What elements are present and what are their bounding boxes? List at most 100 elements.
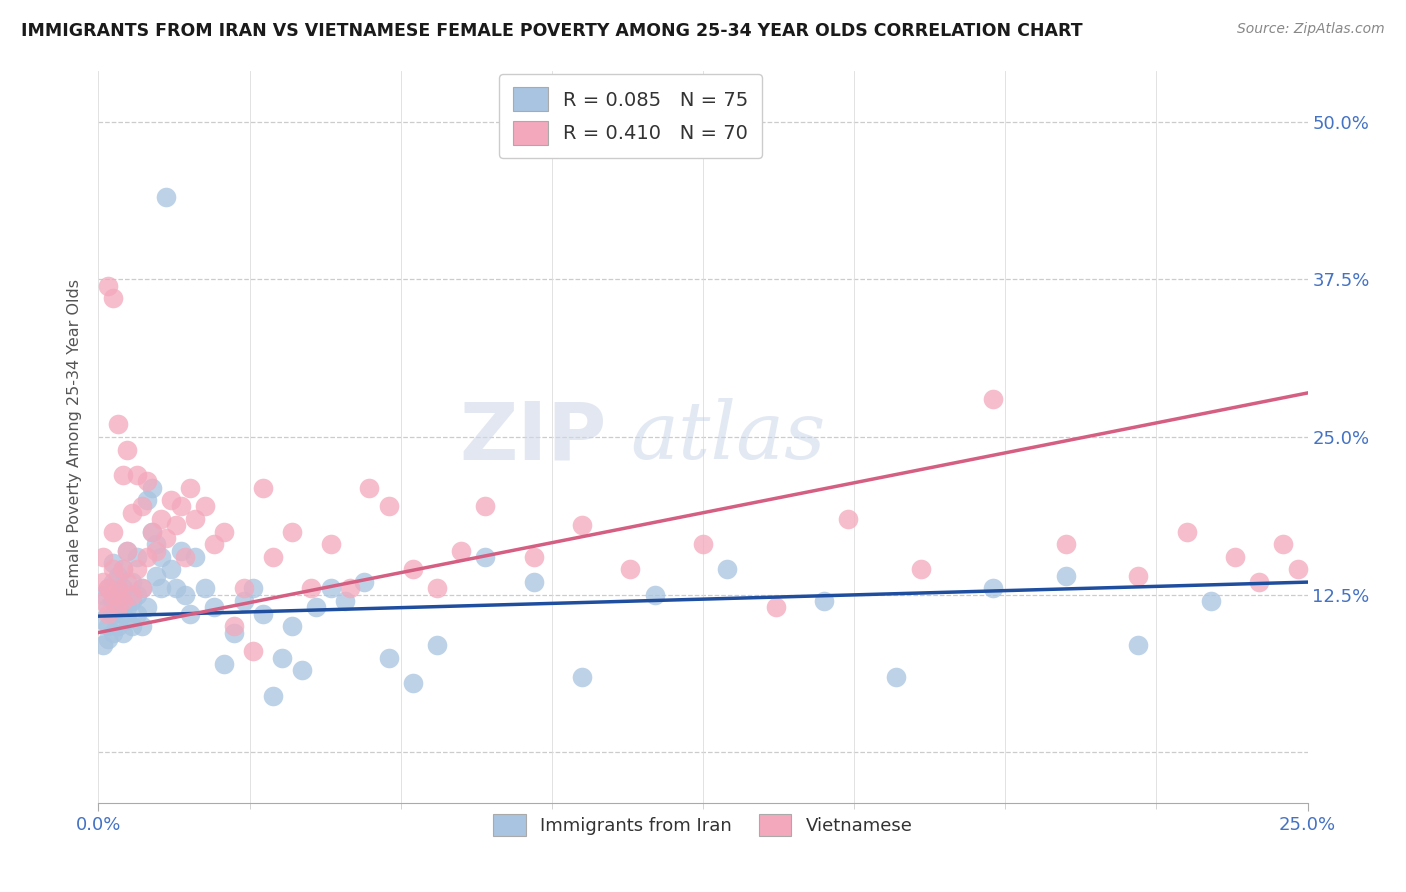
Point [111,562,134,576]
Point [127,562,149,576]
Point [184,512,207,526]
Point [184,549,207,564]
Point [107,600,129,615]
Point [101,588,124,602]
Point [141,524,163,539]
Legend: Immigrants from Iran, Vietnamese: Immigrants from Iran, Vietnamese [484,805,922,845]
Text: ZIP: ZIP [458,398,606,476]
Point [135,493,157,508]
Point [91,588,114,602]
Point [1199,594,1222,608]
Point [1128,638,1150,652]
Point [121,575,143,590]
Point [174,588,197,602]
Point [107,619,129,633]
Point [1128,569,1150,583]
Point [359,481,381,495]
Point [290,664,312,678]
Point [644,588,666,602]
Point [117,442,139,457]
Point [204,600,226,615]
Point [281,619,304,633]
Point [101,575,124,590]
Point [101,625,124,640]
Point [222,619,245,633]
Point [765,600,787,615]
Point [97,619,120,633]
Point [155,190,177,204]
Point [232,582,254,596]
Point [169,500,191,514]
Point [179,607,201,621]
Point [450,543,472,558]
Point [204,537,226,551]
Point [1223,549,1246,564]
Text: atlas: atlas [630,399,825,475]
Point [141,524,163,539]
Point [107,600,129,615]
Point [886,670,908,684]
Point [101,556,124,570]
Point [91,638,114,652]
Point [160,493,183,508]
Point [426,638,449,652]
Point [111,467,134,482]
Point [339,582,361,596]
Point [377,500,399,514]
Point [837,512,859,526]
Point [97,600,120,615]
Point [135,600,157,615]
Point [813,594,835,608]
Point [107,569,129,583]
Point [121,619,143,633]
Point [262,549,284,564]
Point [127,588,149,602]
Point [145,537,167,551]
Point [299,582,322,596]
Point [619,562,641,576]
Point [333,594,356,608]
Point [402,676,425,690]
Point [101,291,124,305]
Point [150,512,173,526]
Point [111,562,134,576]
Point [141,481,163,495]
Point [212,524,235,539]
Point [474,500,496,514]
Point [222,625,245,640]
Point [145,543,167,558]
Point [111,607,134,621]
Point [319,582,342,596]
Point [160,562,183,576]
Point [165,582,187,596]
Point [1272,537,1295,551]
Point [101,594,124,608]
Point [121,588,143,602]
Point [127,467,149,482]
Point [101,562,124,576]
Point [981,392,1004,407]
Point [194,500,217,514]
Point [97,632,120,646]
Text: Source: ZipAtlas.com: Source: ZipAtlas.com [1237,22,1385,37]
Point [91,613,114,627]
Point [353,575,375,590]
Point [319,537,342,551]
Point [111,594,134,608]
Point [127,549,149,564]
Point [716,562,738,576]
Point [101,524,124,539]
Point [1175,524,1198,539]
Point [117,543,139,558]
Point [117,543,139,558]
Point [262,689,284,703]
Point [1054,537,1077,551]
Point [131,500,153,514]
Point [305,600,328,615]
Point [101,607,124,621]
Point [117,600,139,615]
Point [111,625,134,640]
Point [135,474,157,488]
Point [97,582,120,596]
Point [155,531,177,545]
